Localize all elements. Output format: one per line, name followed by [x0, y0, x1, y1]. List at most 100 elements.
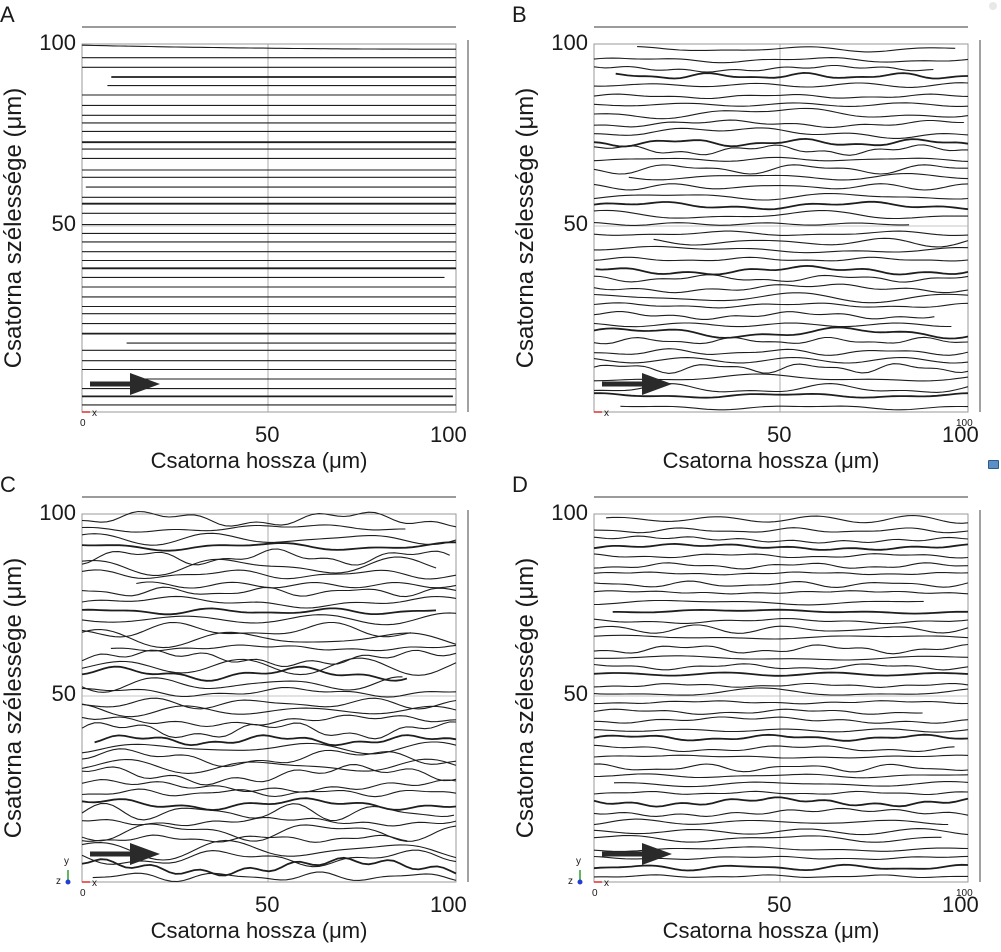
streamline — [593, 230, 969, 236]
streamline — [595, 264, 969, 276]
streamline — [81, 676, 403, 693]
streamline — [593, 763, 969, 773]
axis-triad-x-label: x — [604, 878, 609, 889]
panel-a: A Csatorna szélessége (μm) 100 50 50 100 0 x Csa… — [0, 0, 500, 476]
panel-d: D Csatorna szélessége (μm) 100 50 50 100 0 100 x… — [512, 470, 1001, 946]
streamline — [593, 535, 969, 544]
streamline — [593, 93, 969, 100]
plot-area — [81, 43, 457, 413]
origin-label: 0 — [80, 888, 86, 899]
origin-label: 0 — [80, 418, 86, 429]
streamline — [606, 514, 969, 524]
streamline — [81, 621, 411, 638]
x-tick-label: 50 — [767, 422, 792, 447]
streamline — [593, 336, 969, 345]
streamline — [136, 581, 457, 589]
streamline — [615, 71, 969, 80]
streamline — [593, 590, 969, 595]
streamline — [593, 82, 969, 88]
streamline — [94, 734, 457, 747]
streamline — [593, 363, 969, 374]
streamline — [593, 57, 969, 64]
streamline — [593, 107, 969, 120]
x-tick-label: 50 — [255, 422, 280, 447]
streamline — [628, 172, 969, 181]
streamline — [593, 274, 969, 283]
streamline — [593, 392, 969, 399]
streamline — [81, 612, 457, 626]
streamline — [593, 863, 969, 872]
streamline — [81, 586, 457, 598]
streamline — [593, 209, 968, 220]
streamline — [593, 311, 935, 320]
streamline — [593, 643, 969, 655]
streamline — [653, 237, 969, 248]
streamline — [81, 834, 408, 843]
y-tick-label: 100 — [39, 500, 76, 525]
y-tick-label: 100 — [39, 30, 76, 55]
panel-label: C — [0, 472, 16, 497]
streamline — [593, 553, 969, 559]
x-axis-label: Csatorna hossza (μm) — [662, 918, 880, 943]
streamline — [81, 741, 457, 755]
axis-triad-z-label: z — [56, 876, 61, 887]
x-end-small-label: 100 — [956, 888, 973, 899]
streamline — [593, 682, 969, 688]
streamline — [81, 797, 457, 811]
flow-streamlines-plot — [577, 496, 981, 885]
streamline — [593, 102, 969, 107]
y-axis-label: Csatorna szélessége (μm) — [512, 557, 539, 839]
streamline — [593, 663, 969, 671]
streamline — [593, 754, 969, 759]
axis-triad-y-label: y — [64, 856, 69, 867]
y-tick-label: 100 — [551, 30, 588, 55]
streamline — [593, 348, 969, 356]
streamline — [81, 510, 457, 528]
y-axis-label: Csatorna szélessége (μm) — [0, 87, 27, 369]
panel-label: D — [512, 472, 528, 497]
streamline — [593, 773, 969, 779]
corner-indicator — [989, 2, 997, 10]
streamline — [81, 548, 450, 566]
streamline — [81, 764, 457, 786]
y-tick-label: 100 — [551, 500, 588, 525]
streamline — [593, 302, 969, 309]
x-tick-label: 100 — [430, 892, 467, 917]
streamline — [81, 721, 457, 740]
streamline — [593, 716, 969, 724]
streamline — [637, 46, 956, 53]
streamline — [81, 823, 457, 842]
streamline — [593, 292, 969, 304]
streamline — [81, 44, 456, 50]
streamline — [593, 562, 969, 570]
streamline — [593, 144, 968, 156]
panel-c: C Csatorna szélessége (μm) 100 50 50 100 0 x y z C… — [0, 470, 500, 946]
plot-area — [593, 513, 969, 883]
flow-arrow-head — [642, 843, 672, 865]
y-axis-label: Csatorna szélessége (μm) — [0, 557, 27, 839]
streamline — [81, 849, 457, 868]
streamline — [593, 183, 969, 191]
streamline — [593, 326, 969, 340]
streamline — [81, 788, 457, 798]
y-tick-label: 50 — [51, 681, 76, 706]
streamline — [593, 222, 910, 226]
streamline — [81, 714, 457, 728]
streamline — [593, 283, 969, 294]
streamline — [593, 256, 969, 262]
streamline — [593, 733, 969, 742]
streamline — [92, 871, 457, 883]
x-axis-label: Csatorna hossza (μm) — [662, 448, 880, 473]
streamline — [593, 322, 952, 328]
streamline — [593, 744, 955, 753]
streamline — [593, 527, 969, 534]
streamline — [612, 608, 968, 615]
streamline — [110, 644, 457, 652]
window-restore-icon[interactable] — [988, 460, 999, 469]
streamline — [81, 748, 457, 768]
streamline — [81, 524, 406, 533]
plot-area — [81, 513, 457, 883]
streamline — [81, 803, 455, 822]
x-tick-label: 100 — [942, 422, 979, 447]
streamline — [593, 356, 969, 364]
